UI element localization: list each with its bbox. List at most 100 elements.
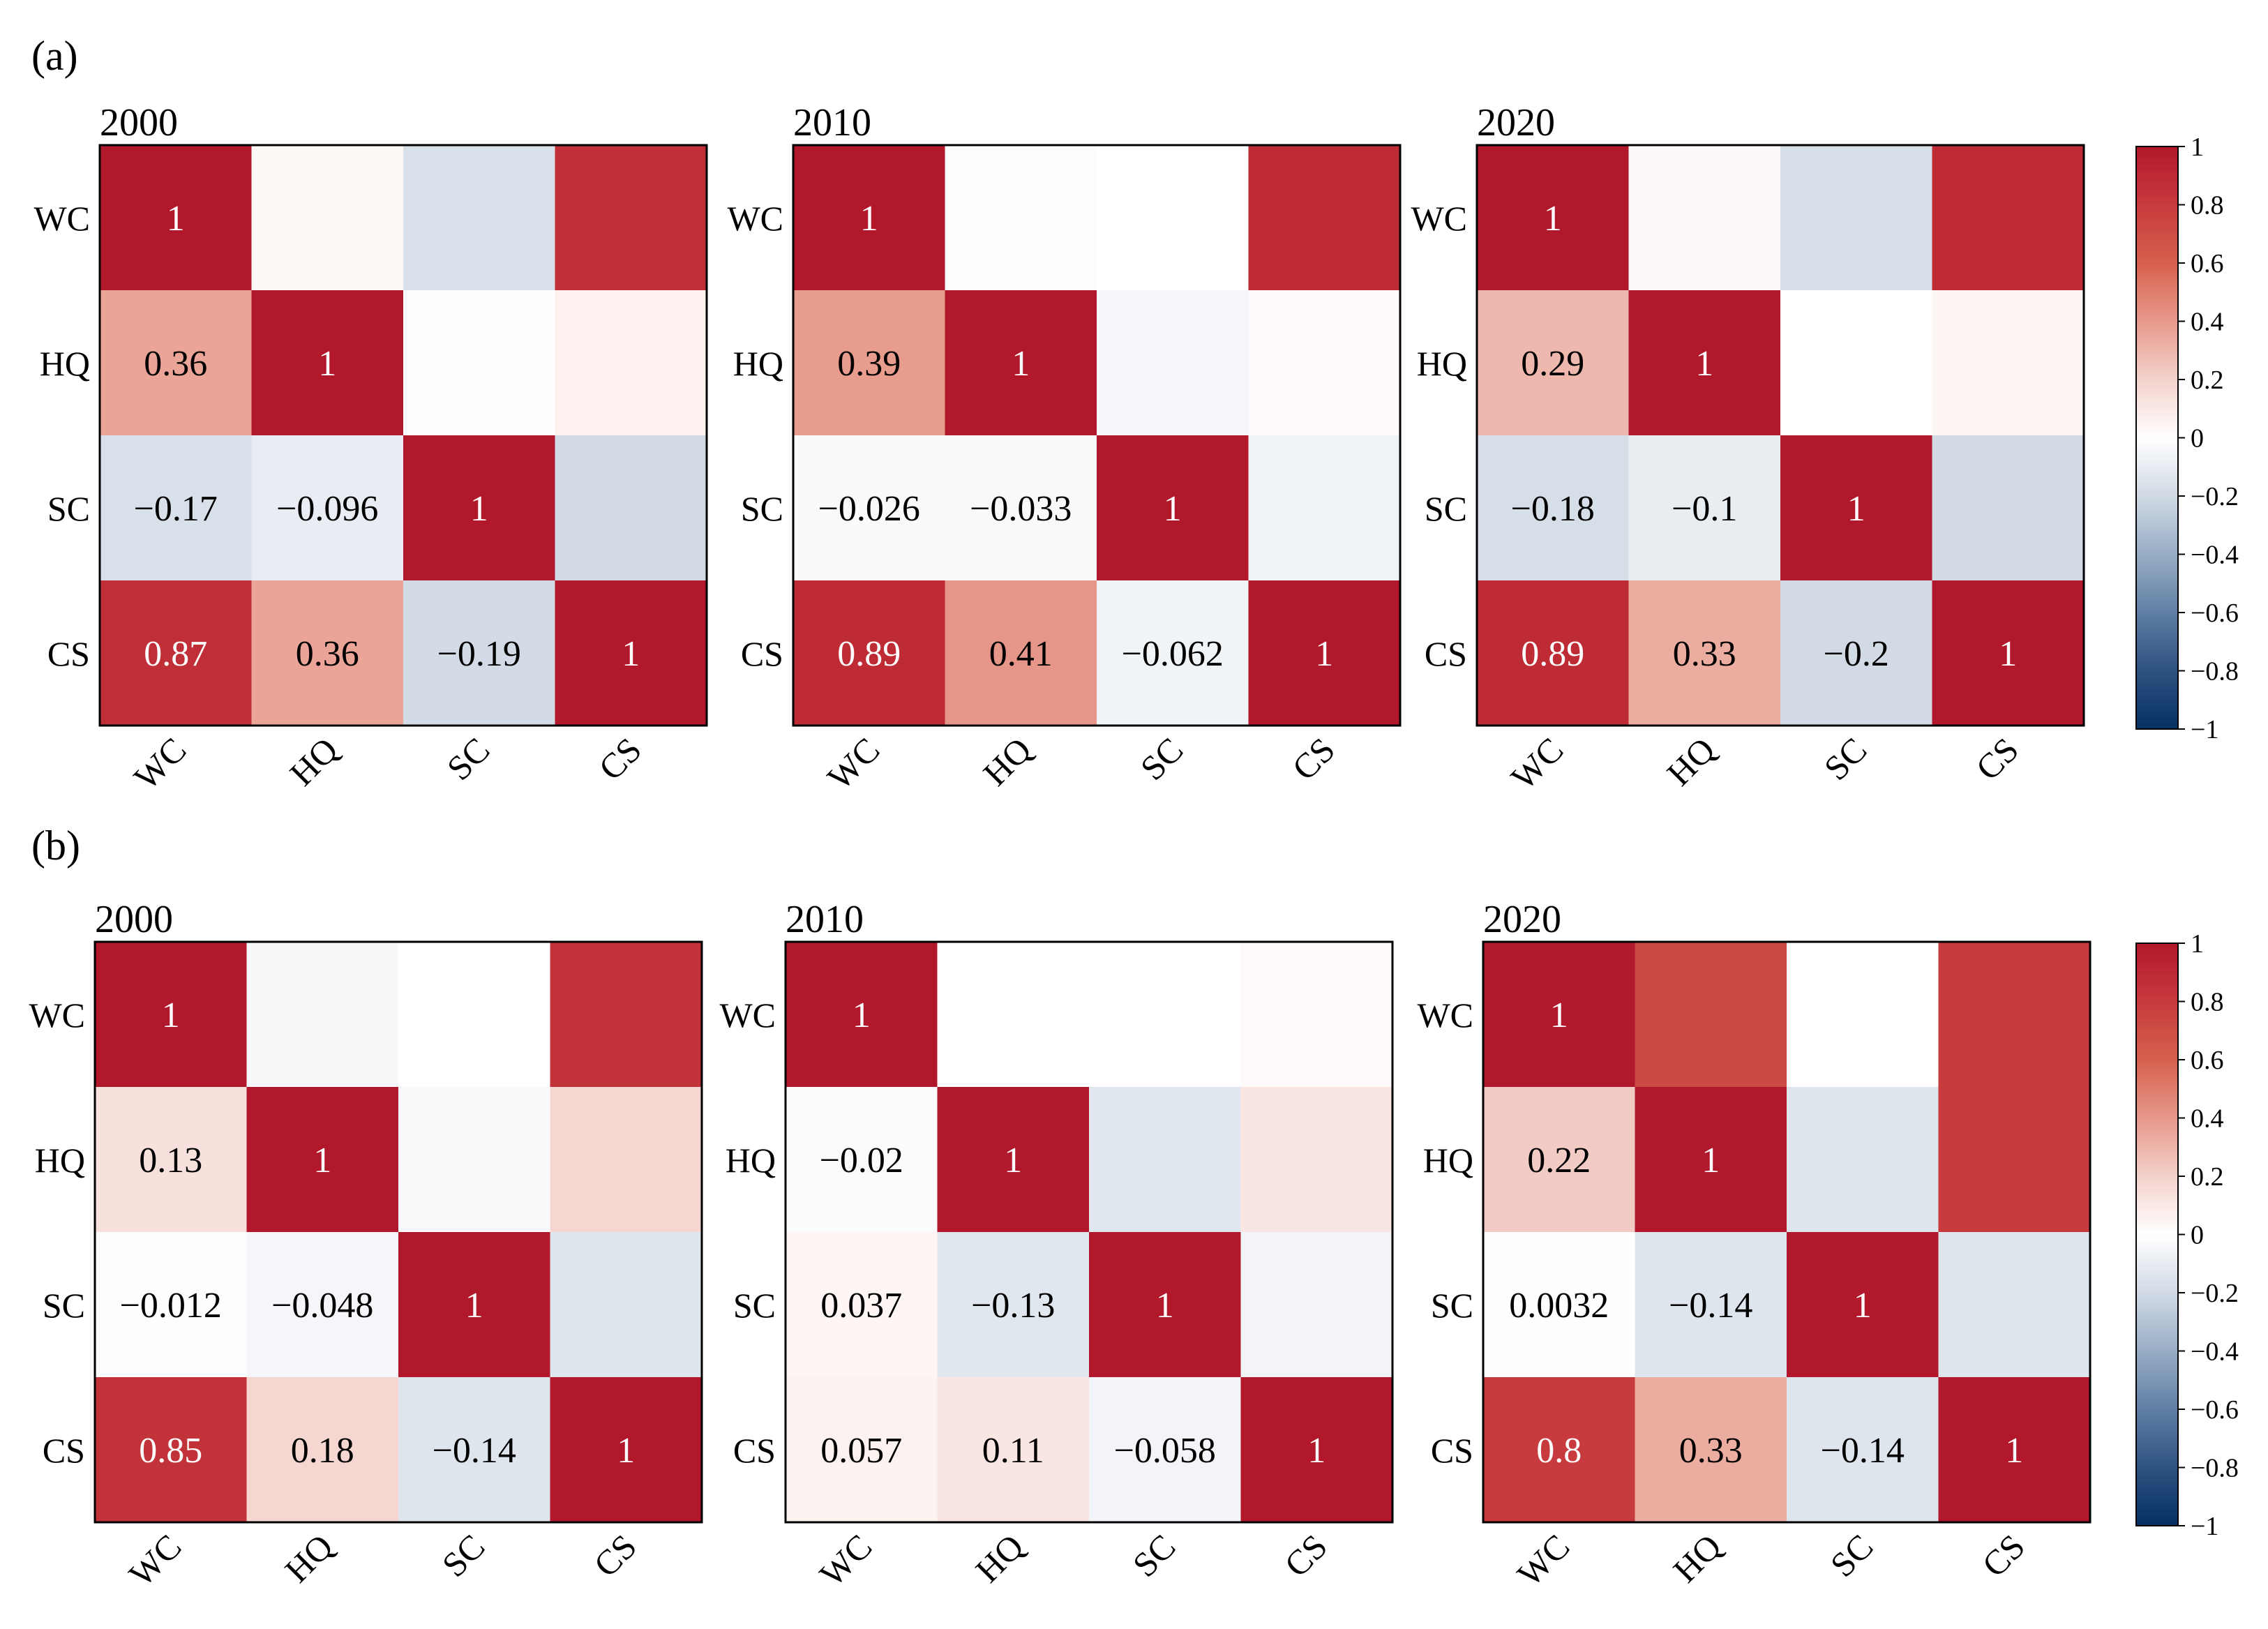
cell-value-label: 1 [470, 489, 488, 529]
cell-value-label: −0.02 [820, 1141, 903, 1180]
x-tick-label-cs: CS [1277, 1526, 1335, 1584]
heatmap-cell [937, 942, 1090, 1088]
heatmap-cell [1938, 942, 2091, 1088]
cell-value-label: −0.18 [1511, 489, 1595, 529]
heatmap-title: 2010 [786, 898, 864, 941]
heatmap-cell [945, 145, 1097, 291]
heatmap-cell [1635, 1087, 1787, 1233]
cell-value-label: 1 [318, 344, 336, 384]
y-tick-label-cs: CS [733, 1431, 776, 1470]
heatmap-b-2000: 2000 1 0.13 1 −0.012 −0.048 1 0.85 0.18 −0.14 1 WC H… [29, 898, 703, 1594]
heatmap-cell [1628, 290, 1781, 436]
cell-value-label: 1 [167, 199, 185, 239]
cell-value-label: 0.36 [296, 634, 359, 674]
heatmap-cell [95, 1087, 248, 1233]
x-tick-label-sc: SC [1133, 730, 1191, 788]
heatmap-title: 2000 [100, 101, 178, 144]
heatmap-title: 2020 [1477, 101, 1555, 144]
y-tick-label-sc: SC [43, 1286, 85, 1325]
cell-value-label: −0.19 [437, 634, 521, 674]
heatmap-cell [1089, 1232, 1242, 1378]
heatmap-cell [246, 1377, 399, 1523]
heatmap-cell [550, 1087, 703, 1233]
heatmap-cell [1097, 580, 1249, 726]
heatmap-cell [1932, 435, 2085, 581]
heatmap-cell [1097, 145, 1249, 291]
heatmap-cell [1483, 1087, 1636, 1233]
y-tick-label-cs: CS [1431, 1431, 1473, 1470]
heatmap-cell [1780, 435, 1933, 581]
colorbar-tick-label: −0.6 [2191, 599, 2239, 628]
cell-value-label: 0.29 [1521, 344, 1584, 384]
y-tick-label-wc: WC [33, 199, 90, 238]
heatmap-cell [1932, 580, 2085, 726]
heatmap-cell [550, 942, 703, 1088]
heatmap-cell [1635, 942, 1787, 1088]
heatmap-cell [95, 1232, 248, 1378]
heatmap-cell [1932, 145, 2085, 291]
y-tick-label-hq: HQ [726, 1141, 776, 1180]
cell-value-label: 0.39 [837, 344, 901, 384]
cell-value-label: 0.13 [139, 1141, 202, 1180]
cell-value-label: 0.87 [144, 634, 207, 674]
cell-value-label: 0.057 [820, 1431, 902, 1471]
heatmap-frame [93, 940, 703, 1524]
heatmap-cell [1477, 290, 1630, 436]
colorbar-tick-label: 0.6 [2191, 1046, 2224, 1075]
colorbar-tick-label: −0.8 [2191, 1454, 2239, 1483]
x-tick-label-hq: HQ [282, 730, 345, 793]
cell-value-label: −0.13 [971, 1286, 1055, 1326]
heatmap-b-2010: 2010 1 −0.02 1 0.037 −0.13 1 0.057 0.11 −0.058 1 WC… [719, 898, 1394, 1594]
heatmap-cell [1787, 1377, 1939, 1523]
y-tick-label-hq: HQ [1423, 1141, 1473, 1180]
cell-value-label: 0.11 [982, 1431, 1044, 1471]
heatmap-cell [1477, 145, 1630, 291]
cell-value-label: 1 [1544, 199, 1562, 239]
heatmap-cell [945, 435, 1097, 581]
heatmap-cell [403, 290, 556, 436]
colorbar-tick-label: −0.4 [2191, 1337, 2239, 1367]
heatmap-cell [937, 1232, 1090, 1378]
cell-value-label: −0.026 [818, 489, 920, 529]
y-tick-label-hq: HQ [40, 344, 90, 383]
heatmap-cell [793, 290, 946, 436]
heatmap-cell [100, 290, 253, 436]
colorbar-tick-label: 0.2 [2191, 366, 2224, 395]
colorbar-tick-label: 0.8 [2191, 191, 2224, 220]
cell-value-label: 1 [162, 996, 180, 1035]
heatmap-cell [555, 435, 707, 581]
colorbar-gradient [2135, 146, 2179, 730]
y-tick-label-wc: WC [29, 996, 85, 1035]
heatmap-cell [555, 580, 707, 726]
heatmap-cell [937, 1377, 1090, 1523]
x-tick-label-sc: SC [1823, 1526, 1881, 1584]
heatmap-cell [786, 1232, 938, 1378]
heatmap-cell [1248, 580, 1401, 726]
heatmap-cell [945, 290, 1097, 436]
cell-value-label: 0.22 [1527, 1141, 1591, 1180]
heatmap-title: 2020 [1483, 898, 1561, 941]
cell-value-label: −0.033 [970, 489, 1072, 529]
heatmap-cell [1240, 1232, 1393, 1378]
x-tick-label-cs: CS [1284, 730, 1342, 788]
heatmap-cell [398, 1232, 551, 1378]
heatmap-a-2010: 2010 1 0.39 1 −0.026 −0.033 1 0.89 0.41 −0.062 1 WC… [727, 101, 1402, 797]
y-tick-label-cs: CS [47, 634, 90, 673]
cell-value-label: 1 [1999, 634, 2017, 674]
y-tick-label-sc: SC [47, 489, 90, 528]
heatmap-cell [95, 942, 248, 1088]
cell-value-label: 1 [1164, 489, 1182, 529]
colorbar-tick-label: 1 [2191, 929, 2204, 959]
heatmap-cell [1635, 1232, 1787, 1378]
heatmap-cell [1097, 435, 1249, 581]
cell-value-label: 1 [1004, 1141, 1022, 1180]
heatmap-cell [251, 435, 404, 581]
x-tick-label-cs: CS [591, 730, 649, 788]
heatmap-cell [550, 1377, 703, 1523]
heatmap-cell [1932, 290, 2085, 436]
x-tick-label-cs: CS [586, 1526, 644, 1584]
heatmap-cell [246, 942, 399, 1088]
y-tick-label-wc: WC [1417, 996, 1473, 1035]
cell-value-label: −0.062 [1122, 634, 1224, 674]
